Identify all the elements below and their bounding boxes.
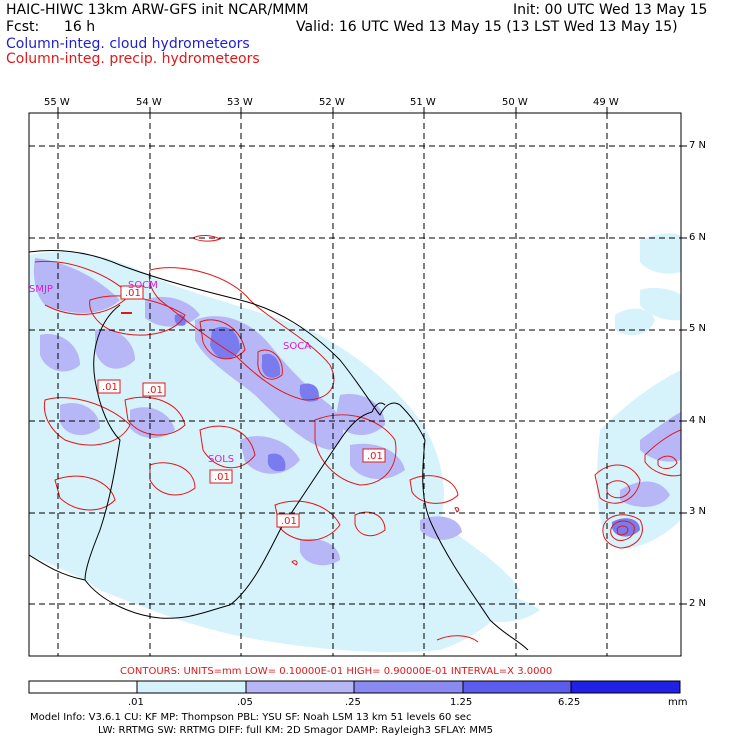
lat-lon-grid: [29, 113, 681, 656]
contour-label: .01: [102, 382, 118, 393]
contour-label: .01: [147, 385, 163, 396]
lon-label-55w: 55 W: [44, 97, 70, 108]
contours-info: CONTOURS: UNITS=mm LOW= 0.10000E-01 HIGH…: [120, 666, 553, 677]
station-label: SMJP: [29, 284, 53, 295]
lat-label-6n: 6 N: [689, 232, 707, 243]
contour-label-boxes: [97, 285, 386, 528]
lon-label-49w: 49 W: [593, 97, 619, 108]
contour-label: .01: [214, 472, 230, 483]
axis-ticks: [57, 107, 687, 605]
colorbar-tick: 1.25: [450, 697, 473, 708]
lon-label-50w: 50 W: [502, 97, 528, 108]
model-info-line1: Model Info: V3.6.1 CU: KF MP: Thompson P…: [30, 712, 472, 723]
contour-label: .01: [281, 516, 297, 527]
station-label: SOCM: [128, 280, 158, 291]
colorbar-tick: .01: [128, 697, 144, 708]
lon-label-51w: 51 W: [410, 97, 436, 108]
station-label: SOCA: [283, 341, 311, 352]
valid-time: Valid: 16 UTC Wed 13 May 15 (13 LST Wed …: [296, 19, 678, 35]
forecast-hour: 16 h: [64, 19, 96, 35]
lat-label-3n: 3 N: [689, 506, 707, 517]
plot-frame: [28, 112, 682, 657]
colorbar: [28, 680, 681, 694]
plot-title: HAIC-HIWC 13km ARW-GFS init NCAR/MMM: [6, 2, 309, 18]
coastline-and-borders: [29, 250, 529, 651]
cloud-shading-dark: [174, 314, 640, 537]
colorbar-tick: .25: [345, 697, 361, 708]
model-info-line2: LW: RRTMG SW: RRTMG DIFF: full KM: 2D Sm…: [98, 725, 494, 736]
lon-label-52w: 52 W: [319, 97, 345, 108]
init-time: Init: 00 UTC Wed 13 May 15: [513, 2, 708, 18]
lat-label-7n: 7 N: [689, 140, 707, 151]
lon-label-54w: 54 W: [136, 97, 162, 108]
lat-label-4n: 4 N: [689, 415, 707, 426]
legend-precip-hydrometeors: Column-integ. precip. hydrometeors: [6, 51, 260, 67]
contour-label: .01: [367, 451, 383, 462]
station-label: SOLS: [208, 454, 234, 465]
contour-label: .01: [125, 288, 141, 299]
lon-label-53w: 53 W: [227, 97, 253, 108]
colorbar-units: mm: [668, 697, 688, 708]
colorbar-tick: .05: [237, 697, 253, 708]
lat-label-5n: 5 N: [689, 323, 707, 334]
legend-cloud-hydrometeors: Column-integ. cloud hydrometeors: [6, 36, 250, 52]
forecast-label: Fcst:: [6, 19, 40, 35]
lat-label-2n: 2 N: [689, 598, 707, 609]
colorbar-tick: 6.25: [558, 697, 581, 708]
